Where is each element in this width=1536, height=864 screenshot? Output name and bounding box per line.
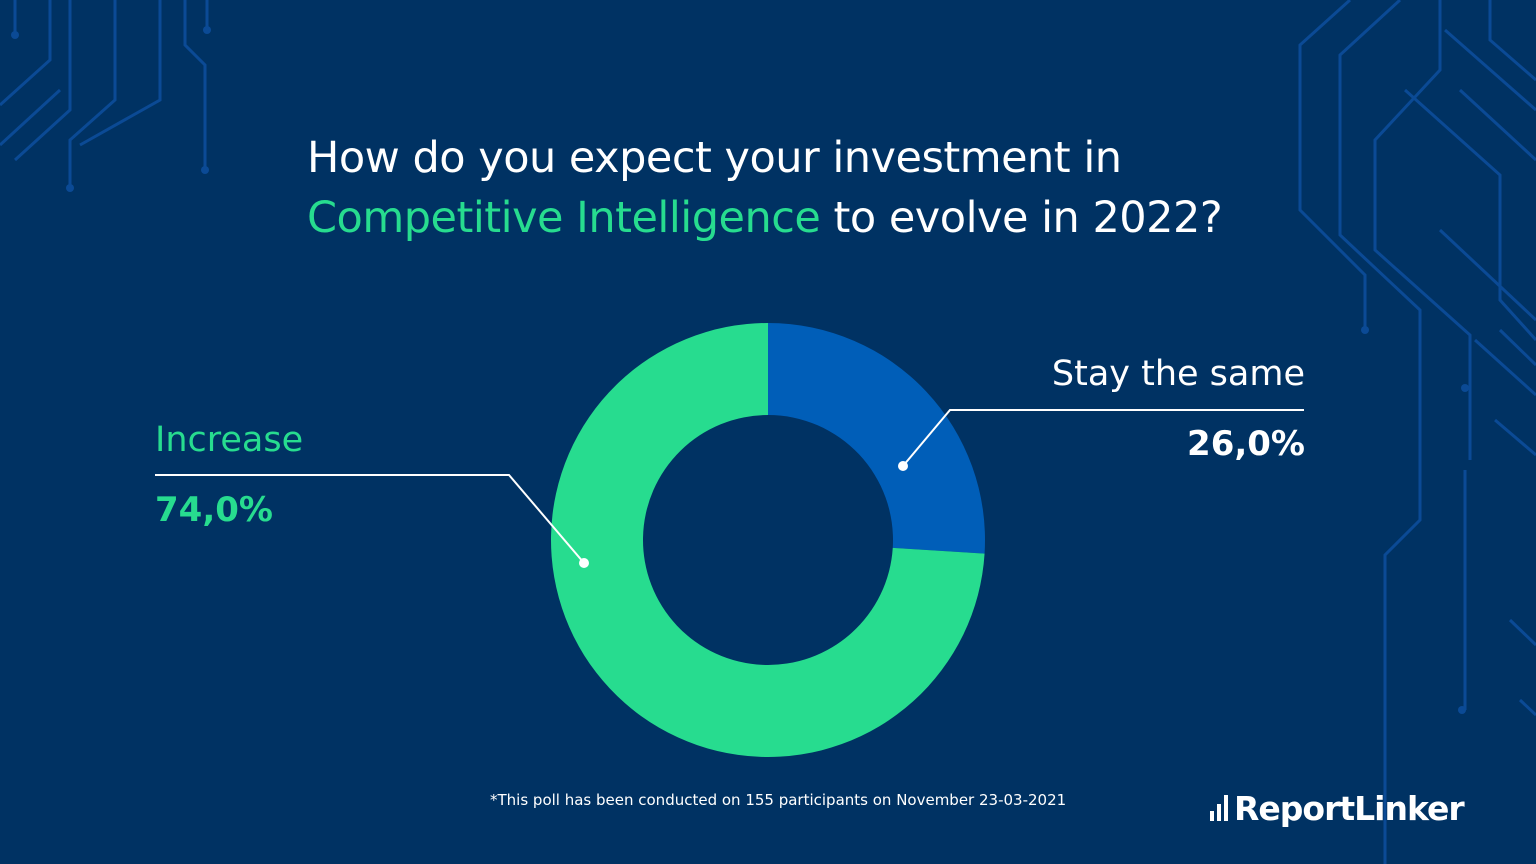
title-line-1: How do you expect your investment in	[307, 133, 1122, 183]
brand-name: ReportLinker	[1234, 788, 1465, 828]
circuit-dots-left	[11, 26, 211, 192]
data-label-stay-the-same: 26,0%	[1187, 424, 1305, 464]
brand-logo: ReportLinker	[1210, 786, 1465, 830]
callout-stay-the-same	[898, 409, 1304, 471]
donut-chart	[551, 323, 985, 757]
data-label-increase: 74,0%	[155, 490, 273, 530]
title-highlight: Competitive Intelligence	[307, 193, 821, 243]
page-title: How do you expect your investment in Com…	[307, 128, 1223, 248]
circuit-decoration-left	[0, 0, 209, 190]
donut-slice-stay-the-same	[768, 323, 985, 554]
bar-chart-icon	[1210, 795, 1228, 821]
callout-increase	[155, 474, 589, 568]
circuit-dots-right	[1361, 326, 1469, 714]
footnote: *This poll has been conducted on 155 par…	[490, 791, 1067, 809]
circuit-decoration-right	[1298, 0, 1536, 864]
legend-label-stay-the-same: Stay the same	[1051, 354, 1305, 394]
title-line-2-rest: to evolve in 2022?	[833, 193, 1223, 243]
legend-label-increase: Increase	[155, 420, 304, 460]
title-line-2: Competitive Intelligence to evolve in 20…	[307, 188, 1223, 248]
donut-slice-increase	[551, 323, 985, 757]
